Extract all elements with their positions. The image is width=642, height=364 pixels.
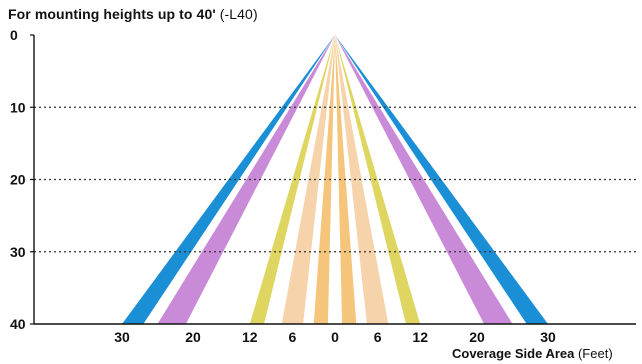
x-tick-label: 0 [331, 329, 339, 345]
x-tick-label: 6 [374, 329, 382, 345]
y-tick-label: 0 [10, 27, 18, 43]
x-tick-label: 20 [185, 329, 201, 345]
x-axis-title-unit: (Feet) [574, 346, 613, 361]
x-tick-label: 20 [469, 329, 485, 345]
beam-left-yellow [249, 35, 335, 324]
x-tick-label: 12 [412, 329, 428, 345]
x-tick-labels: 30 20 12 6 0 6 12 20 30 [114, 329, 556, 345]
x-axis-title: Coverage Side Area (Feet) [452, 346, 613, 361]
y-tick-label: 20 [10, 172, 26, 188]
grid-group [34, 106, 636, 253]
y-tick-label: 30 [10, 244, 26, 260]
y-tick-labels: 0 10 20 30 40 [10, 27, 34, 332]
beam-right-yellow [335, 35, 421, 324]
title-main: For mounting heights up to 40' [8, 6, 216, 22]
x-tick-label: 12 [242, 329, 258, 345]
y-tick-label: 40 [10, 316, 26, 332]
title-suffix: (-L40) [215, 6, 258, 22]
diagram-title: For mounting heights up to 40' (-L40) [8, 6, 258, 22]
x-tick-label: 6 [289, 329, 297, 345]
y-tick-label: 10 [10, 99, 26, 115]
x-tick-label: 30 [540, 329, 556, 345]
x-axis-title-main: Coverage Side Area [452, 346, 575, 361]
x-tick-label: 30 [114, 329, 130, 345]
